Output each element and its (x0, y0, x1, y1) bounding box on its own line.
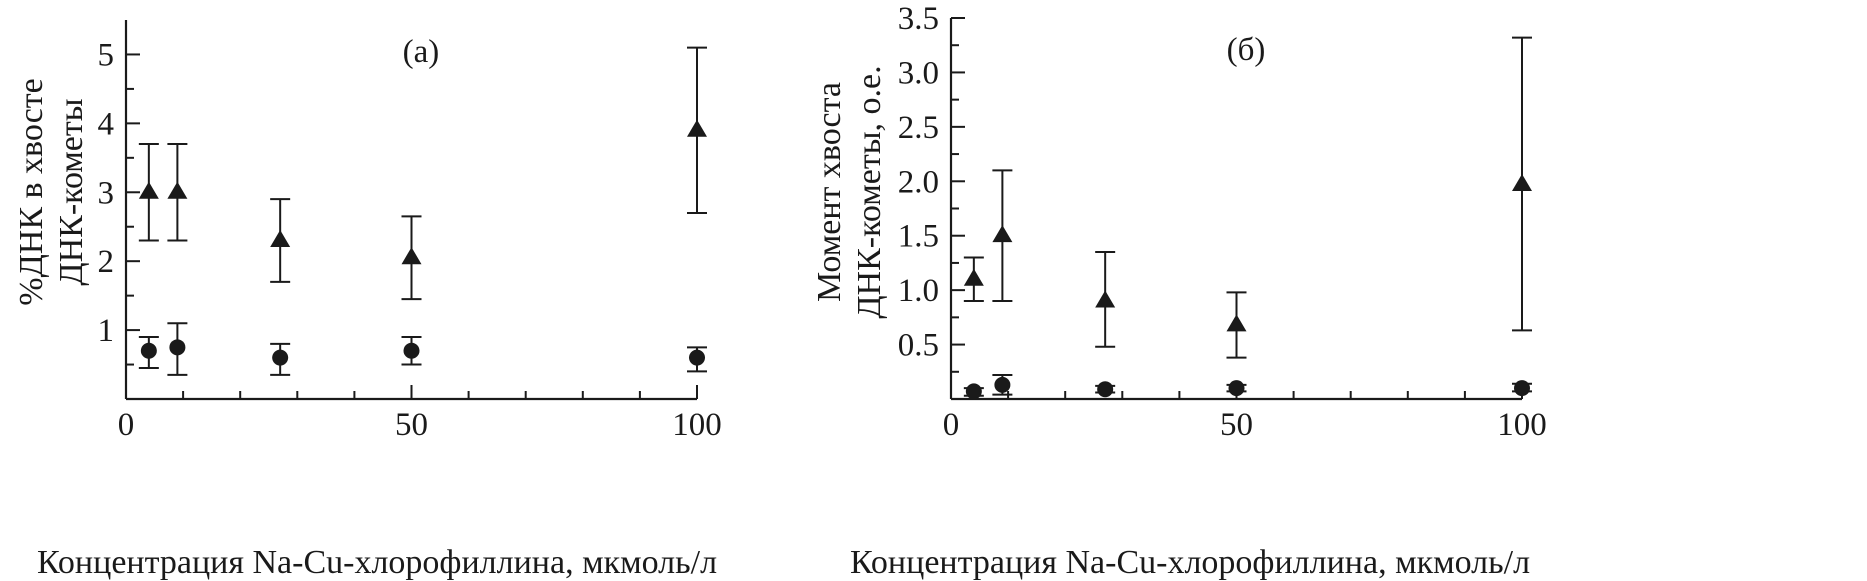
triangle-marker (138, 181, 159, 199)
x-tick-label: 100 (672, 407, 722, 443)
circle-marker (140, 342, 157, 359)
x-tick-label: 0 (943, 407, 960, 443)
triangle-marker (963, 268, 984, 286)
panel-label: (а) (403, 34, 440, 70)
circle-marker (272, 349, 289, 366)
triangle-marker (992, 225, 1013, 243)
y-axis-title: %ДНК в хвосте ДНК-кометы (13, 78, 90, 306)
triangle-marker (1095, 290, 1116, 308)
y-axis-title: Момент хвоста ДНК-кометы, о.е. (811, 65, 888, 318)
x-tick-label: 50 (1220, 407, 1253, 443)
circle-marker (403, 342, 420, 359)
x-tick-label: 50 (395, 407, 428, 443)
circle-marker (965, 383, 982, 400)
y-tick-label: 1 (98, 313, 115, 349)
y-tick-label: 3.5 (898, 1, 939, 37)
triangle-marker (167, 181, 188, 199)
y-tick-label: 3 (98, 175, 115, 211)
triangle-marker (1226, 314, 1247, 332)
x-axis-title: Концентрация Na-Cu-хлорофиллина, мкмоль/… (850, 544, 1530, 581)
y-tick-label: 4 (98, 106, 115, 142)
circle-marker (689, 349, 705, 366)
x-axis-title: Концентрация Na-Cu-хлорофиллина, мкмоль/… (37, 544, 717, 581)
y-tick-label: 1.5 (898, 219, 939, 255)
triangle-marker (1512, 174, 1532, 192)
y-axis-title-line-2: ДНК-кометы (53, 98, 90, 285)
chart-panel-a: (а) %ДНК в хвосте ДНК-кометы Концентраци… (13, 20, 722, 581)
y-tick-label: 2.0 (898, 164, 939, 200)
triangle-marker (401, 247, 422, 265)
circle-marker (1097, 381, 1114, 398)
triangle-marker (270, 229, 291, 247)
y-tick-label: 3.0 (898, 55, 939, 91)
triangle-marker (687, 119, 707, 137)
panel-label: (б) (1227, 32, 1266, 68)
chart-panel-b: (б) Момент хвоста ДНК-кометы, о.е. Конце… (811, 1, 1547, 581)
y-tick-label: 2.5 (898, 110, 939, 146)
y-axis-title-line-1: %ДНК в хвосте (13, 78, 50, 306)
circle-marker (169, 339, 186, 356)
circle-marker (994, 376, 1011, 393)
circle-marker (1514, 380, 1530, 397)
y-tick-label: 2 (98, 244, 115, 280)
y-axis-title-line-1: Момент хвоста (811, 82, 848, 302)
y-tick-label: 0.5 (898, 328, 939, 364)
y-tick-label: 5 (98, 37, 115, 73)
y-axis-title-line-2: ДНК-кометы, о.е. (851, 65, 888, 318)
x-tick-label: 0 (118, 407, 135, 443)
x-tick-label: 100 (1497, 407, 1547, 443)
circle-marker (1228, 380, 1245, 397)
y-tick-label: 1.0 (898, 273, 939, 309)
